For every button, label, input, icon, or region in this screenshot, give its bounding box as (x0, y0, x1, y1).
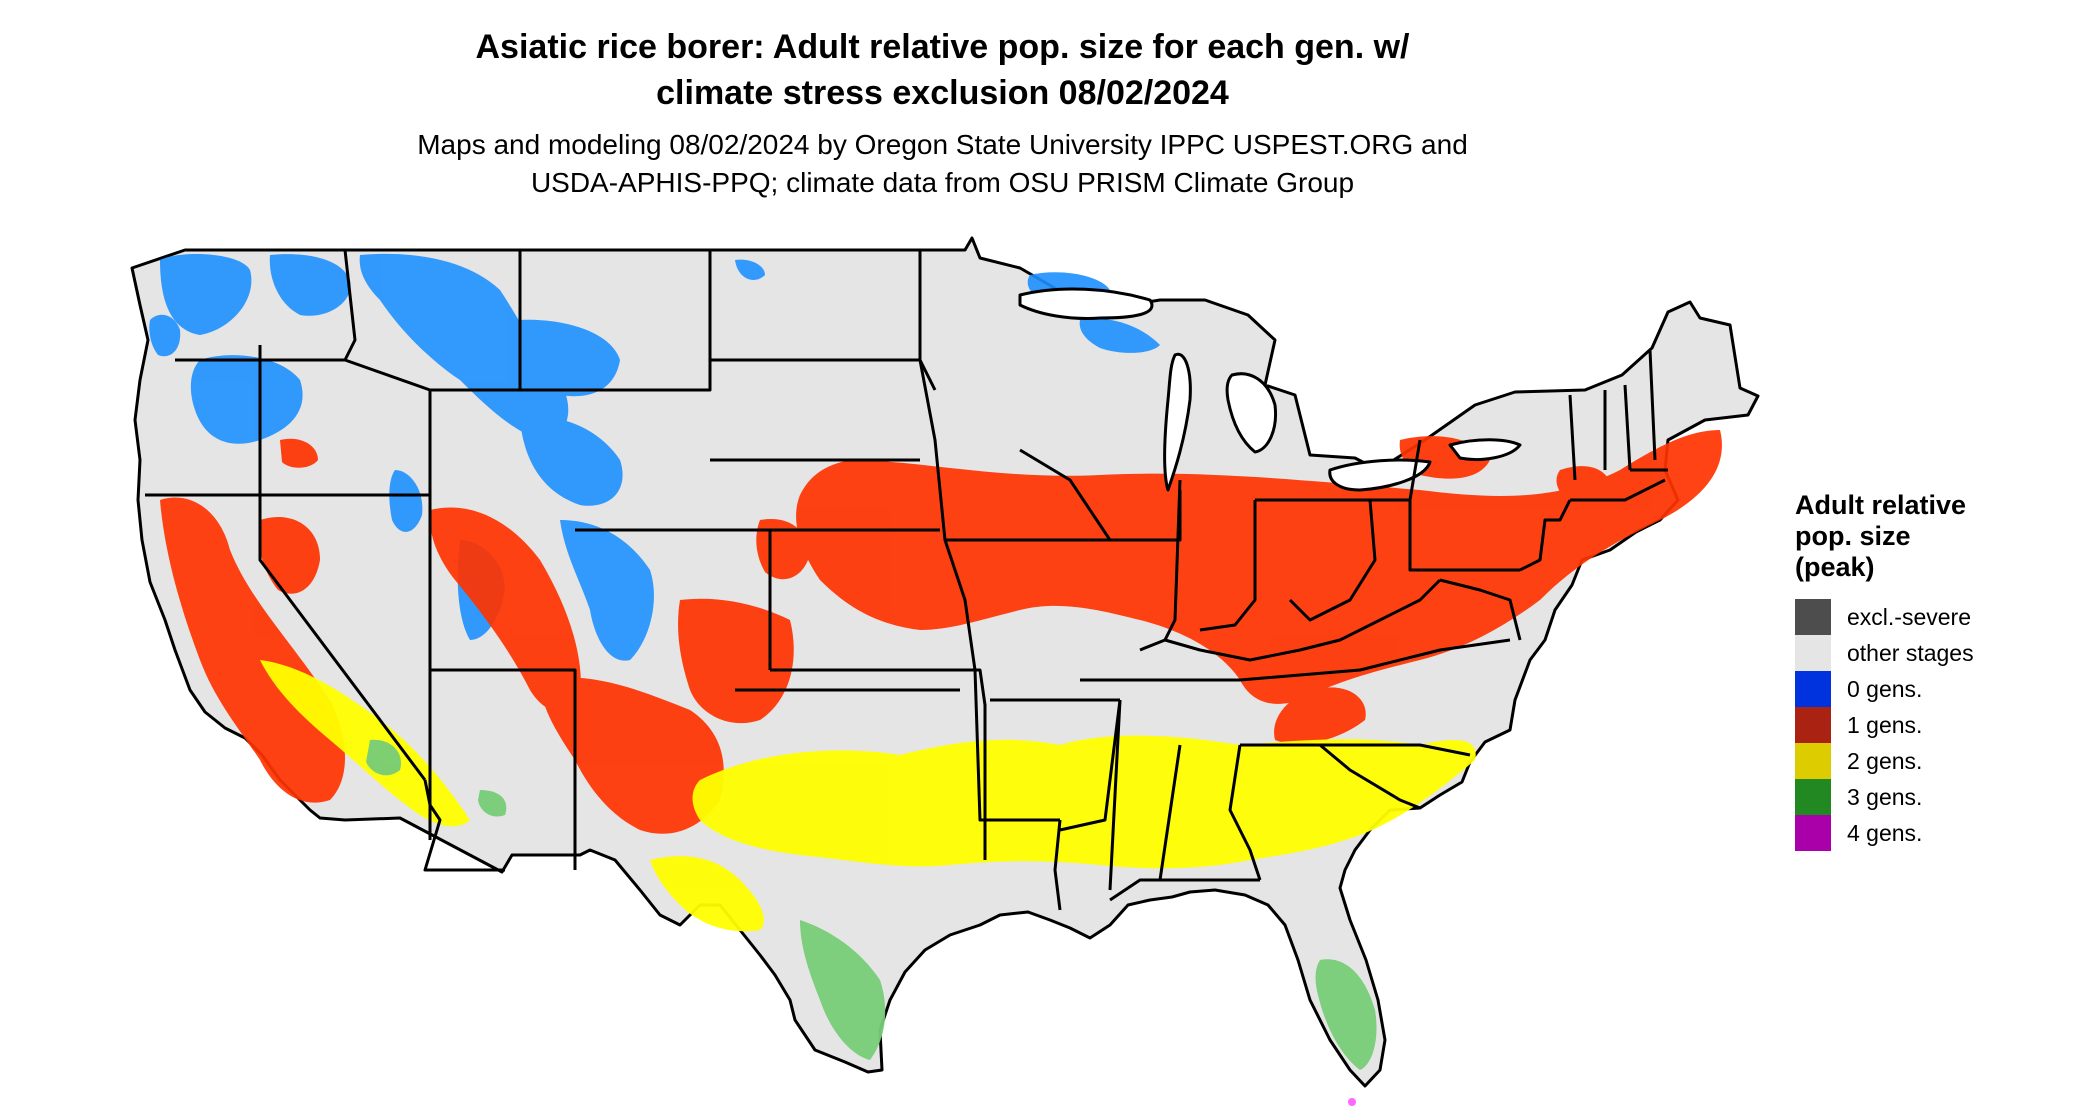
us-land (130, 236, 1760, 1088)
legend-label: other stages (1847, 639, 1974, 666)
legend-label: 0 gens. (1847, 675, 1923, 702)
legend-item: 4 gens. (1795, 815, 2055, 851)
zone-4-gens (1348, 1098, 1356, 1106)
legend-label: 2 gens. (1847, 747, 1923, 774)
zone-3-gens (366, 739, 1377, 1070)
legend-label: 4 gens. (1847, 819, 1923, 846)
legend-title: Adult relative pop. size (peak) (1795, 490, 2055, 583)
great-lakes (1018, 287, 1522, 492)
legend-item: 2 gens. (1795, 743, 2055, 779)
legend-label: 3 gens. (1847, 783, 1923, 810)
legend-swatch (1795, 635, 1831, 671)
map-title-line-1: Asiatic rice borer: Adult relative pop. … (475, 28, 1410, 66)
legend-swatch (1795, 671, 1831, 707)
us-map (130, 236, 1760, 1106)
map-title: Asiatic rice borer: Adult relative pop. … (0, 24, 1885, 116)
legend-swatch (1795, 815, 1831, 851)
legend-item: 1 gens. (1795, 707, 2055, 743)
legend-label: excl.-severe (1847, 603, 1971, 630)
legend-items: excl.-severe other stages 0 gens. 1 gens. 2 … (1795, 599, 2055, 851)
legend: Adult relative pop. size (peak) excl.-se… (1795, 490, 2055, 851)
state-borders (145, 249, 1668, 911)
zone-1-gens (160, 430, 1722, 834)
map-title-line-2: climate stress exclusion 08/02/2024 (656, 74, 1229, 112)
zone-2-gens (260, 660, 1476, 932)
legend-swatch (1795, 599, 1831, 635)
legend-item: 3 gens. (1795, 779, 2055, 815)
map-subtitle: Maps and modeling 08/02/2024 by Oregon S… (0, 126, 1885, 202)
legend-title-line-1: Adult relative (1795, 490, 1967, 520)
map-subtitle-line-1: Maps and modeling 08/02/2024 by Oregon S… (417, 129, 1468, 160)
legend-title-line-3: (peak) (1795, 552, 1875, 582)
legend-swatch (1795, 707, 1831, 743)
legend-item: excl.-severe (1795, 599, 2055, 635)
legend-item: 0 gens. (1795, 671, 2055, 707)
legend-swatch (1795, 743, 1831, 779)
legend-title-line-2: pop. size (1795, 521, 1911, 551)
map-subtitle-line-2: USDA-APHIS-PPQ; climate data from OSU PR… (530, 167, 1355, 198)
legend-label: 1 gens. (1847, 711, 1923, 738)
legend-swatch (1795, 779, 1831, 815)
legend-item: other stages (1795, 635, 2055, 671)
